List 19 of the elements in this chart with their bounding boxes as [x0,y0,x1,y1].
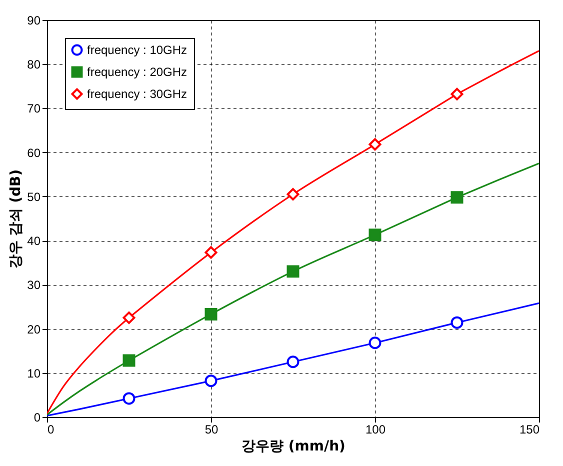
y-tick-label: 30 [27,278,41,292]
x-axis-title: 강우량 (mm/h) [242,438,346,454]
y-tick-label: 40 [27,234,41,248]
y-tick-label: 80 [27,58,41,72]
y-tick-label: 20 [27,322,41,336]
y-tick-label: 50 [27,190,41,204]
y-tick-label: 90 [27,14,41,28]
legend-label: frequency : 10GHz [87,43,188,57]
y-tick-label: 0 [34,410,41,424]
x-tick-label: 100 [365,422,386,436]
y-axis-title: 강우 감쇠 (dB) [8,169,24,269]
legend-label: frequency : 20GHz [87,65,188,79]
y-tick-label: 60 [27,146,41,160]
y-tick-label: 10 [27,366,41,380]
y-tick-label: 70 [27,102,41,116]
legend-label: frequency : 30GHz [87,87,188,101]
x-tick-label: 150 [519,422,540,436]
x-tick-label: 50 [204,422,218,436]
x-tick-label: 0 [48,422,54,436]
